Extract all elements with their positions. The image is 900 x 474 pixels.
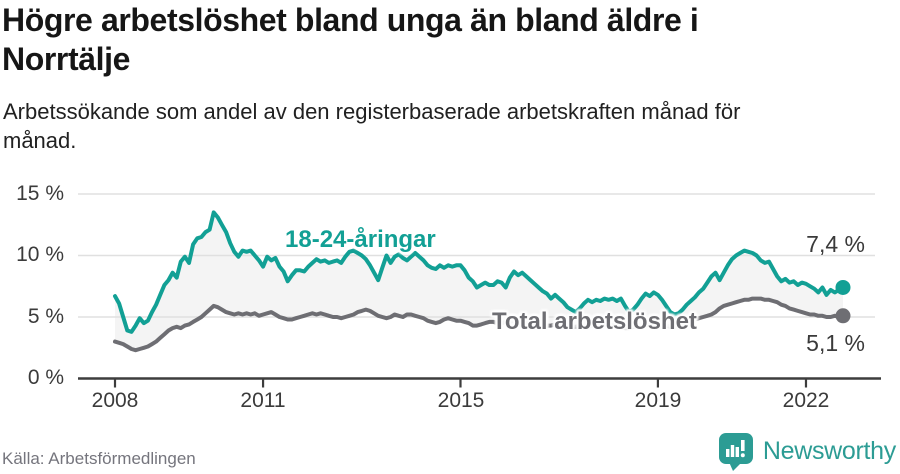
source-note: Källa: Arbetsförmedlingen [2,449,196,468]
series-line-youth [113,210,845,334]
xtick-label-2015: 2015 [437,389,485,412]
newsworthy-icon [718,433,753,471]
end-value-label-total: 5,1 % [806,330,865,356]
ytick-label-15: 15 % [16,182,64,205]
newsworthy-wordmark: Newsworthy [762,436,896,465]
ytick-label-0: 0 % [27,366,64,389]
chart-title: Högre arbetslöshet bland unga än bland ä… [2,2,699,78]
chart-subtitle: Arbetssökande som andel av den registerb… [3,99,741,154]
xtick-label-2022: 2022 [782,389,830,412]
end-dot-youth [835,279,851,295]
ytick-label-10: 10 % [16,243,64,266]
series-label-youth: 18-24-åringar [285,226,436,253]
series-label-total: Total arbetslöshet [492,308,697,335]
end-value-label-youth: 7,4 % [806,231,865,257]
band-between-series [115,212,843,351]
series-line-total [113,296,845,353]
xtick-label-2011: 2011 [240,389,286,412]
ytick-label-5: 5 % [27,305,64,328]
xtick-label-2019: 2019 [634,389,682,412]
newsworthy-logo: Newsworthy [717,431,896,471]
end-dot-total [835,308,851,324]
xtick-label-2008: 2008 [91,389,139,412]
